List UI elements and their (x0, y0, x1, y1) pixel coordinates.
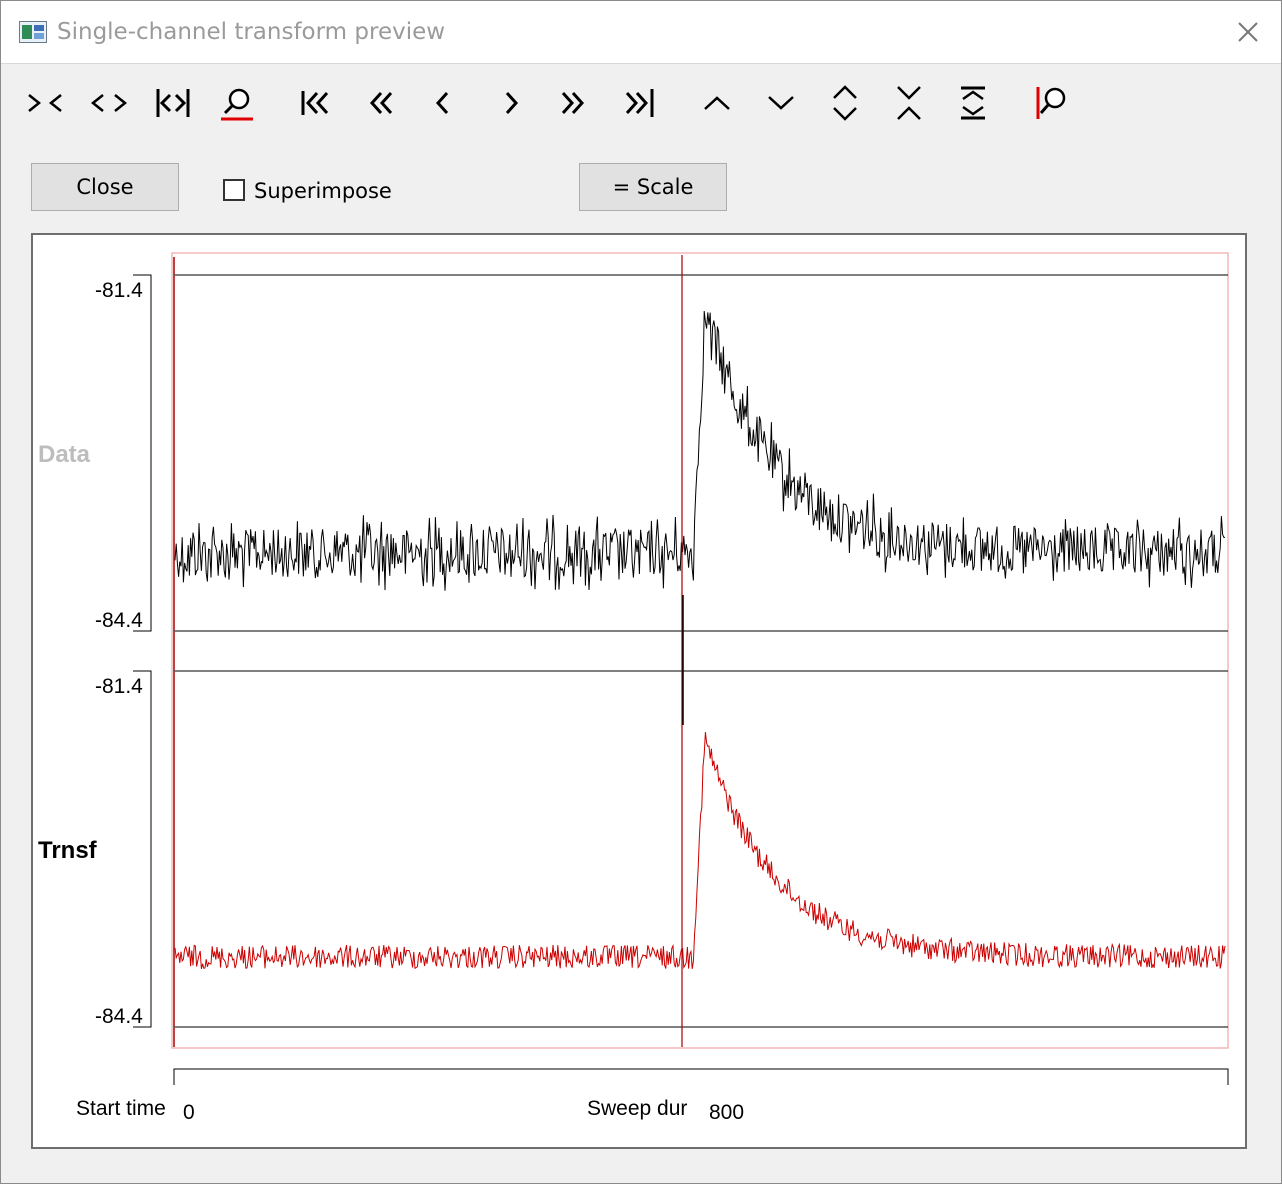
close-button[interactable]: Close (31, 163, 179, 211)
start-time-label: Start time (76, 1097, 166, 1120)
step-forward-icon[interactable] (491, 83, 531, 123)
toolbar (1, 65, 1281, 141)
trnsf-y-top-label: -81.4 (95, 675, 143, 698)
window-title: Single-channel transform preview (57, 19, 446, 45)
zoom-in-x-icon[interactable] (25, 83, 65, 123)
plot-area[interactable] (33, 235, 1245, 1147)
superimpose-checkbox[interactable] (223, 179, 245, 201)
time-axis (173, 1068, 1229, 1085)
first-sweep-icon[interactable] (297, 83, 337, 123)
zoom-region-icon[interactable] (1033, 83, 1073, 123)
data-scale-bracket (133, 274, 152, 632)
close-window-icon[interactable] (1233, 17, 1263, 47)
trnsf-trace (174, 732, 1226, 970)
zoom-out-x-icon[interactable] (89, 83, 129, 123)
superimpose-label: Superimpose (254, 179, 392, 203)
equal-scale-button[interactable]: = Scale (579, 163, 727, 211)
plot-frame (171, 252, 1229, 1049)
step-back-icon[interactable] (423, 83, 463, 123)
start-time-value[interactable]: 0 (183, 1101, 195, 1124)
plot-panel: -81.4 Data -84.4 -81.4 Trnsf -84.4 Start… (31, 233, 1247, 1149)
trnsf-scale-bracket (133, 670, 152, 1028)
data-y-bottom-label: -84.4 (95, 609, 143, 632)
data-channel-label: Data (38, 441, 91, 468)
fit-y-icon[interactable] (953, 83, 993, 123)
data-trace (174, 310, 1225, 591)
trnsf-y-bottom-label: -84.4 (95, 1005, 143, 1028)
show-all-x-icon[interactable] (153, 83, 193, 123)
data-y-top-label: -81.4 (95, 279, 143, 302)
sweep-dur-label: Sweep dur (587, 1097, 688, 1120)
title-bar: Single-channel transform preview (1, 1, 1281, 64)
sweep-dur-value[interactable]: 800 (709, 1101, 745, 1124)
trnsf-channel-label: Trnsf (38, 837, 97, 864)
compress-y-icon[interactable] (889, 83, 929, 123)
page-back-icon[interactable] (363, 83, 403, 123)
expand-y-icon[interactable] (825, 83, 865, 123)
page-forward-icon[interactable] (551, 83, 591, 123)
shift-up-icon[interactable] (697, 83, 737, 123)
last-sweep-icon[interactable] (619, 83, 659, 123)
shift-down-icon[interactable] (761, 83, 801, 123)
magnify-icon[interactable] (217, 83, 257, 123)
app-icon (19, 21, 47, 43)
